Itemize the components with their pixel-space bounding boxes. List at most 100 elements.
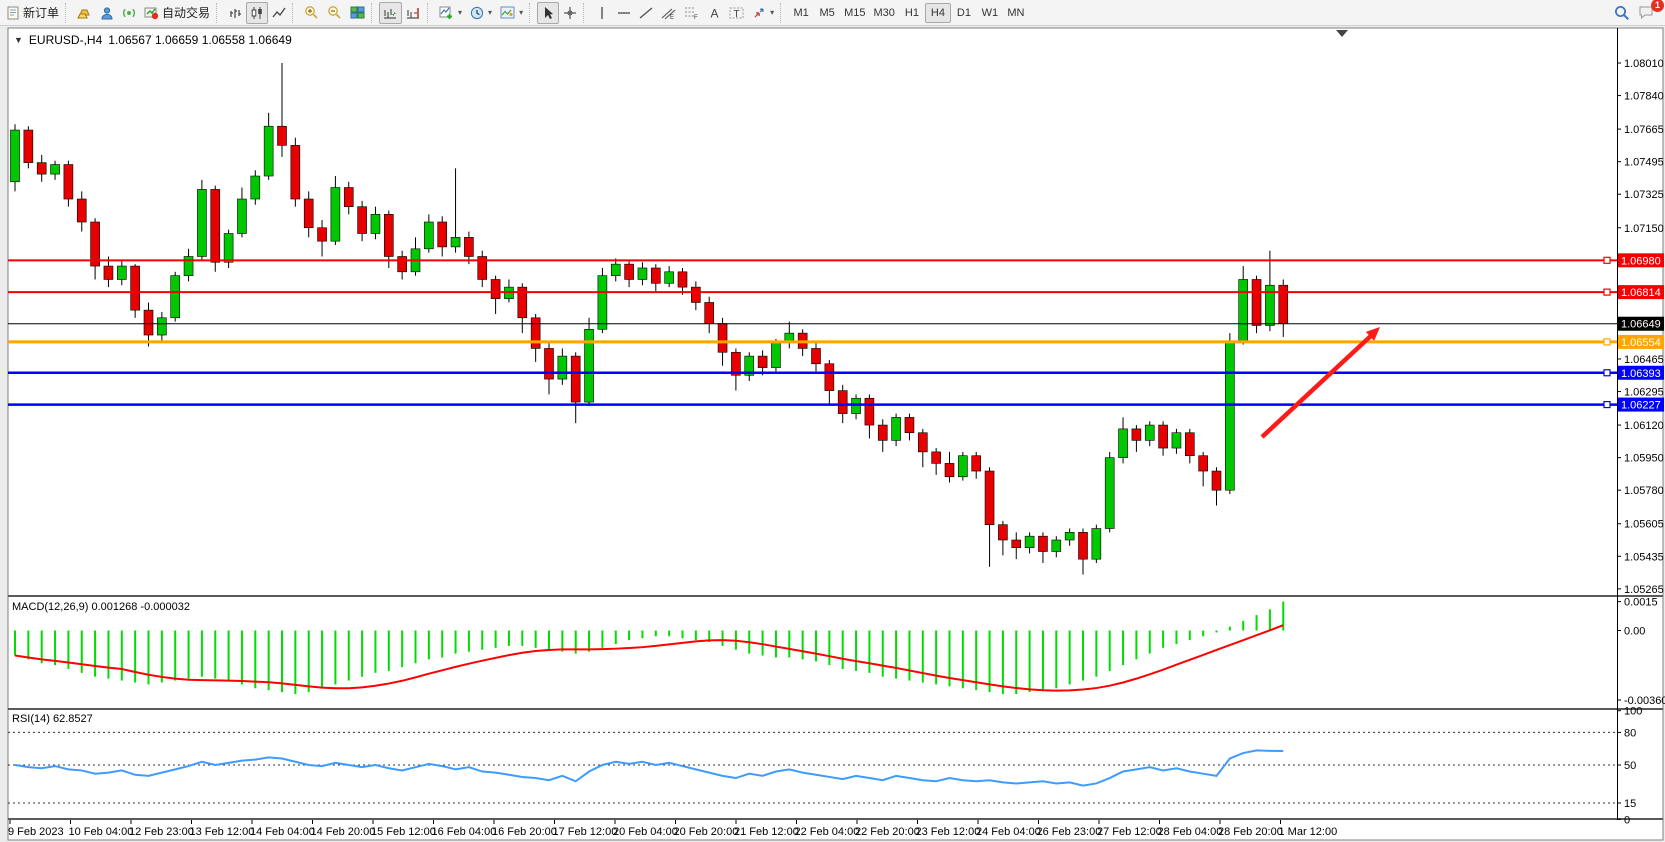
hline-handle[interactable] <box>1603 338 1611 346</box>
collapse-icon[interactable]: ▼ <box>14 35 23 45</box>
hline-handle[interactable] <box>1603 400 1611 409</box>
doc-icon <box>6 6 20 20</box>
chart-shift-marker[interactable] <box>1336 30 1348 37</box>
hline-1.06393[interactable]: 1.06393 <box>8 365 1664 380</box>
horizontal-line-button[interactable] <box>613 2 635 24</box>
line-chart-button[interactable] <box>268 2 290 24</box>
candle <box>197 189 207 257</box>
hline-1.06814[interactable]: 1.06814 <box>8 285 1664 300</box>
hline-1.06980[interactable]: 1.06980 <box>8 253 1664 267</box>
rsi-label: RSI(14) 62.8527 <box>12 713 93 725</box>
indicators-icon <box>439 6 454 20</box>
price-label <box>1618 253 1664 268</box>
candle <box>864 397 875 426</box>
channel-button[interactable]: E <box>657 2 680 24</box>
auto-trading-button[interactable]: 自动交易 <box>140 2 214 24</box>
bar-chart-button[interactable] <box>224 2 246 24</box>
candle <box>971 455 982 472</box>
dropdown-caret-icon[interactable]: ▾ <box>458 8 463 17</box>
zoom-out-button[interactable] <box>323 2 346 24</box>
svg-text:1.08010: 1.08010 <box>1624 58 1664 70</box>
svg-text:1.07325: 1.07325 <box>1624 189 1664 201</box>
timeframe-M30[interactable]: M30 <box>873 6 895 19</box>
labelT-icon: T <box>729 6 744 20</box>
svg-text:15: 15 <box>1624 798 1636 810</box>
fibonacci-button[interactable]: F <box>680 2 703 24</box>
trendline-button[interactable] <box>635 2 657 24</box>
indicators-button[interactable]: ▾ <box>435 2 466 24</box>
search-button[interactable] <box>1610 2 1634 24</box>
templates-button[interactable]: ▾ <box>496 2 527 24</box>
hline-handle[interactable] <box>1603 369 1611 377</box>
time-label: 28 Feb 20:00 <box>1218 826 1283 838</box>
hline-1.06649[interactable]: 1.06649 <box>8 316 1664 331</box>
candle <box>1185 432 1195 457</box>
candle <box>517 286 528 319</box>
timeframe-M5[interactable]: M5 <box>819 6 835 19</box>
svg-text:80: 80 <box>1624 727 1636 739</box>
timeframe-MN[interactable]: MN <box>1007 6 1025 19</box>
timeframe-M1[interactable]: M1 <box>793 6 809 19</box>
toolbar-group: ▾ ▾ ▾ <box>435 1 527 25</box>
candle <box>170 275 180 319</box>
periods-button[interactable]: ▾ <box>466 2 496 24</box>
macd-label: MACD(12,26,9) 0.001268 -0.000032 <box>12 601 190 613</box>
candle <box>317 227 327 242</box>
candle <box>357 206 367 234</box>
signal-button[interactable] <box>118 2 140 24</box>
dropdown-caret-icon[interactable]: ▾ <box>770 8 775 17</box>
timeframe-H1[interactable]: H1 <box>904 6 919 19</box>
dropdown-caret-icon[interactable]: ▾ <box>519 8 524 17</box>
candle <box>23 129 34 163</box>
notifications-button[interactable]: 1 <box>1634 0 1664 24</box>
candle <box>76 198 87 223</box>
timeframe-W1[interactable]: W1 <box>981 6 999 19</box>
hline-handle[interactable] <box>1603 288 1611 296</box>
hline-1.06554[interactable]: 1.06554 <box>8 334 1664 349</box>
candle <box>731 351 741 376</box>
candle <box>557 355 568 380</box>
toolbar-group: 新订单 <box>2 1 63 25</box>
timeframe-H4[interactable]: H4 <box>924 2 951 23</box>
bars-icon <box>228 6 242 20</box>
chart-area[interactable]: 1.08010 1.07840 1.07665 1.07495 1.07325 1.071… <box>0 27 1665 842</box>
chart-title: ▼ EURUSD-,H4 1.06567 1.06659 1.06558 1.0… <box>14 33 292 47</box>
candle <box>1198 455 1208 472</box>
trend-arrow[interactable] <box>1260 327 1380 439</box>
new-order-button[interactable]: 新订单 <box>2 2 63 24</box>
candle <box>757 355 768 368</box>
svg-text:1.07495: 1.07495 <box>1624 157 1664 169</box>
candlestick-button[interactable] <box>246 1 269 24</box>
candle <box>1278 284 1289 324</box>
candle <box>397 256 407 273</box>
svg-text:1.06120: 1.06120 <box>1624 420 1664 432</box>
crosshair-button[interactable] <box>559 2 581 24</box>
candle <box>130 265 140 311</box>
cursor-button[interactable] <box>537 1 560 24</box>
hline-1.06227[interactable]: 1.06227 <box>8 397 1664 412</box>
auto-scroll-button[interactable] <box>379 1 403 24</box>
candle <box>1158 424 1168 449</box>
timeframe-group: M1 M5 M15 M30 H1 H4 D1 W1 MN <box>788 1 1029 25</box>
vertical-line-button[interactable] <box>591 2 613 24</box>
candle <box>277 125 287 146</box>
dropdown-caret-icon[interactable]: ▾ <box>488 8 493 17</box>
gold-button[interactable] <box>73 2 96 24</box>
arrows-button[interactable]: ▾ <box>748 2 778 24</box>
tile-windows-button[interactable] <box>346 2 369 24</box>
timeframe-M15[interactable]: M15 <box>844 6 866 19</box>
community-button[interactable] <box>96 2 118 24</box>
zoom-in-button[interactable] <box>300 2 323 24</box>
svg-text:1.05780: 1.05780 <box>1624 485 1664 497</box>
gold-icon <box>77 6 92 19</box>
label-button[interactable]: T <box>725 2 748 24</box>
timeframe-D1[interactable]: D1 <box>956 6 971 19</box>
clock-icon <box>470 6 484 20</box>
svg-text:0: 0 <box>1624 814 1630 826</box>
text-button[interactable]: A <box>703 2 725 24</box>
hline-handle[interactable] <box>1603 256 1611 264</box>
candle <box>450 237 461 248</box>
time-label: 27 Feb 12:00 <box>1097 826 1162 838</box>
chart-shift-button[interactable] <box>402 2 425 24</box>
